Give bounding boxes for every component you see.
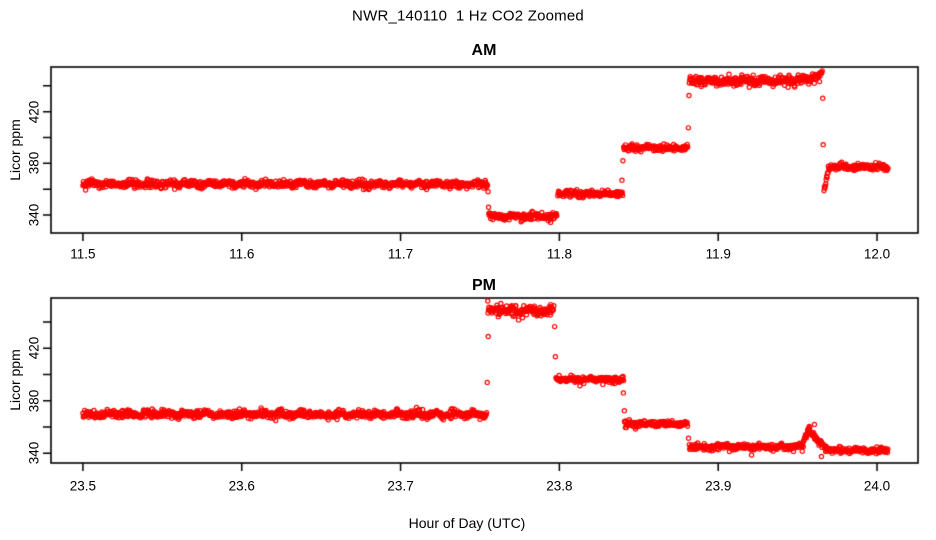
x-tick-label: 11.5 — [70, 246, 96, 261]
x-tick-label: 23.7 — [387, 478, 414, 494]
am-y-axis-title: Licor ppm — [7, 119, 23, 181]
x-tick-label: 24.0 — [863, 478, 891, 494]
x-tick-label: 11.9 — [705, 246, 731, 261]
pm-y-axis-title: Licor ppm — [7, 349, 23, 411]
y-tick-label: 380 — [26, 152, 42, 175]
y-tick-label: 420 — [26, 337, 42, 360]
x-tick-label: 12.0 — [863, 246, 891, 261]
y-tick-label: 340 — [26, 442, 42, 465]
x-tick-label: 23.6 — [228, 478, 255, 494]
y-tick-label: 420 — [26, 100, 42, 123]
x-tick-label: 23.8 — [546, 478, 573, 494]
figure-title: NWR_140110 1 Hz CO2 Zoomed — [352, 7, 584, 25]
x-tick-label: 11.8 — [546, 246, 573, 261]
x-axis-title: Hour of Day (UTC) — [408, 515, 526, 531]
y-tick-label: 380 — [26, 389, 42, 413]
y-tick-label: 340 — [26, 203, 42, 227]
pm-panel-title: PM — [472, 277, 496, 294]
x-tick-label: 11.6 — [229, 246, 255, 261]
x-tick-label: 23.9 — [705, 478, 732, 494]
x-tick-label: 23.5 — [69, 478, 97, 494]
am-panel-title: AM — [471, 42, 497, 59]
x-tick-label: 11.7 — [387, 246, 414, 261]
